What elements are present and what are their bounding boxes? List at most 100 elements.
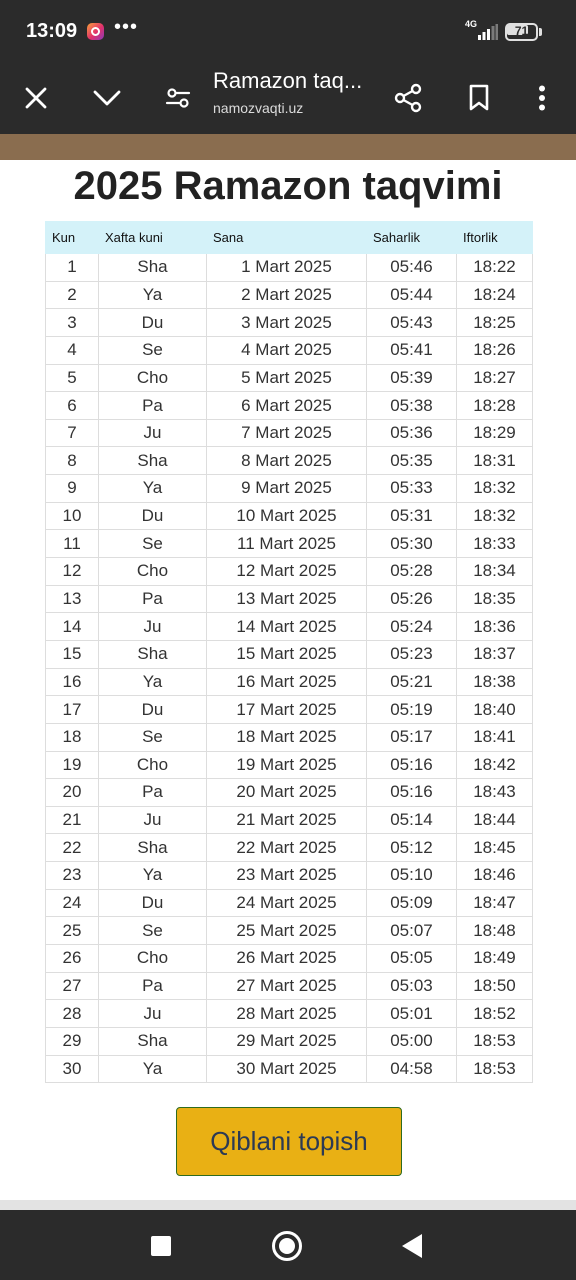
cell-xafta-kuni: Sha — [98, 639, 207, 669]
table-row: 20 Pa 20 Mart 2025 05:16 18:43 — [45, 778, 533, 807]
table-row: 29 Sha 29 Mart 2025 05:00 18:53 — [45, 1026, 533, 1056]
home-circle-icon[interactable] — [267, 1226, 307, 1266]
cell-xafta-kuni: Du — [98, 888, 207, 918]
cell-kun: 5 — [45, 363, 99, 393]
more-vert-icon[interactable] — [520, 76, 564, 120]
page-tab-title[interactable]: Ramazon taq... — [213, 68, 363, 93]
back-triangle-icon[interactable] — [392, 1226, 432, 1266]
cell-xafta-kuni: Sha — [98, 253, 207, 282]
cell-sana: 15 Mart 2025 — [206, 639, 367, 669]
table-row: 3 Du 3 Mart 2025 05:43 18:25 — [45, 308, 533, 337]
close-icon[interactable] — [14, 76, 58, 120]
cell-saharlik: 05:28 — [366, 557, 457, 586]
cell-xafta-kuni: Du — [98, 308, 207, 337]
cell-iftorlik: 18:24 — [456, 280, 533, 310]
cell-saharlik: 05:33 — [366, 474, 457, 503]
table-row: 4 Se 4 Mart 2025 05:41 18:26 — [45, 335, 533, 365]
cell-iftorlik: 18:28 — [456, 391, 533, 420]
cell-sana: 9 Mart 2025 — [206, 474, 367, 503]
cell-saharlik: 05:19 — [366, 695, 457, 724]
cell-xafta-kuni: Ya — [98, 280, 207, 310]
chevron-down-icon[interactable] — [85, 76, 129, 120]
cell-iftorlik: 18:33 — [456, 529, 533, 559]
table-row: 22 Sha 22 Mart 2025 05:12 18:45 — [45, 833, 533, 863]
table-row: 25 Se 25 Mart 2025 05:07 18:48 — [45, 916, 533, 946]
browser-toolbar: Ramazon taq... namozvaqti.uz — [0, 62, 576, 134]
table-row: 12 Cho 12 Mart 2025 05:28 18:34 — [45, 557, 533, 586]
cell-saharlik: 05:14 — [366, 805, 457, 835]
cell-sana: 2 Mart 2025 — [206, 280, 367, 310]
table-row: 1 Sha 1 Mart 2025 05:46 18:22 — [45, 253, 533, 282]
page-bottom-divider — [0, 1200, 576, 1210]
header-iftorlik: Iftorlik — [456, 221, 533, 254]
cell-kun: 13 — [45, 584, 99, 614]
cell-kun: 27 — [45, 971, 99, 1001]
cell-kun: 8 — [45, 446, 99, 476]
site-settings-icon[interactable] — [156, 76, 200, 120]
cell-xafta-kuni: Pa — [98, 778, 207, 807]
cell-iftorlik: 18:37 — [456, 639, 533, 669]
page-url[interactable]: namozvaqti.uz — [213, 100, 304, 116]
cell-iftorlik: 18:50 — [456, 971, 533, 1001]
cell-saharlik: 05:30 — [366, 529, 457, 559]
cell-kun: 19 — [45, 750, 99, 780]
cell-kun: 1 — [45, 253, 99, 282]
cell-kun: 26 — [45, 944, 99, 973]
table-row: 30 Ya 30 Mart 2025 04:58 18:53 — [45, 1054, 533, 1084]
cell-sana: 13 Mart 2025 — [206, 584, 367, 614]
cell-sana: 6 Mart 2025 — [206, 391, 367, 420]
table-row: 23 Ya 23 Mart 2025 05:10 18:46 — [45, 861, 533, 890]
cell-saharlik: 05:16 — [366, 750, 457, 780]
cell-iftorlik: 18:47 — [456, 888, 533, 918]
cell-iftorlik: 18:40 — [456, 695, 533, 724]
header-saharlik: Saharlik — [366, 221, 457, 254]
cell-sana: 11 Mart 2025 — [206, 529, 367, 559]
cell-sana: 16 Mart 2025 — [206, 667, 367, 697]
cell-xafta-kuni: Ju — [98, 612, 207, 641]
table-row: 27 Pa 27 Mart 2025 05:03 18:50 — [45, 971, 533, 1001]
cell-kun: 12 — [45, 557, 99, 586]
signal-icon — [478, 24, 498, 40]
share-icon[interactable] — [386, 76, 430, 120]
cell-sana: 19 Mart 2025 — [206, 750, 367, 780]
cell-saharlik: 05:10 — [366, 861, 457, 890]
table-row: 8 Sha 8 Mart 2025 05:35 18:31 — [45, 446, 533, 476]
cell-saharlik: 05:38 — [366, 391, 457, 420]
cell-sana: 25 Mart 2025 — [206, 916, 367, 946]
table-row: 17 Du 17 Mart 2025 05:19 18:40 — [45, 695, 533, 724]
cell-saharlik: 04:58 — [366, 1054, 457, 1084]
cell-sana: 10 Mart 2025 — [206, 501, 367, 531]
cell-xafta-kuni: Ju — [98, 999, 207, 1028]
find-qibla-button[interactable]: Qiblani topish — [176, 1107, 402, 1176]
cell-iftorlik: 18:49 — [456, 944, 533, 973]
cell-kun: 24 — [45, 888, 99, 918]
cell-saharlik: 05:31 — [366, 501, 457, 531]
cell-sana: 3 Mart 2025 — [206, 308, 367, 337]
cell-kun: 25 — [45, 916, 99, 946]
cell-kun: 20 — [45, 778, 99, 807]
cell-xafta-kuni: Cho — [98, 363, 207, 393]
recents-square-icon[interactable] — [141, 1226, 181, 1266]
battery-icon: 71 — [505, 23, 542, 41]
page-title: 2025 Ramazon taqvimi — [73, 164, 503, 208]
cell-iftorlik: 18:48 — [456, 916, 533, 946]
status-bar: 13:09 ••• 4G 71 — [0, 0, 576, 62]
cell-xafta-kuni: Se — [98, 335, 207, 365]
cell-kun: 11 — [45, 529, 99, 559]
bookmark-icon[interactable] — [457, 76, 501, 120]
cell-saharlik: 05:41 — [366, 335, 457, 365]
cell-kun: 18 — [45, 722, 99, 752]
cell-sana: 18 Mart 2025 — [206, 722, 367, 752]
cell-sana: 22 Mart 2025 — [206, 833, 367, 863]
cell-xafta-kuni: Pa — [98, 584, 207, 614]
header-kun: Kun — [45, 221, 99, 254]
cell-kun: 23 — [45, 861, 99, 890]
cell-xafta-kuni: Se — [98, 722, 207, 752]
cell-saharlik: 05:17 — [366, 722, 457, 752]
cell-kun: 9 — [45, 474, 99, 503]
cell-xafta-kuni: Ya — [98, 474, 207, 503]
cell-sana: 23 Mart 2025 — [206, 861, 367, 890]
table-row: 10 Du 10 Mart 2025 05:31 18:32 — [45, 501, 533, 531]
cell-xafta-kuni: Ju — [98, 418, 207, 448]
cell-iftorlik: 18:36 — [456, 612, 533, 641]
